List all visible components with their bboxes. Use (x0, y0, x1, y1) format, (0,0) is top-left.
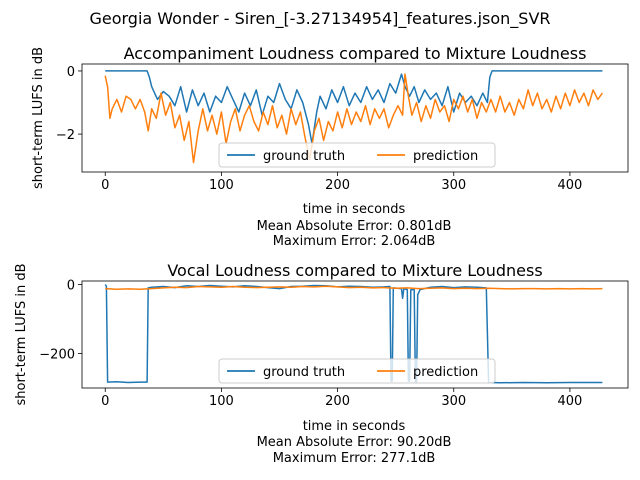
chart-title: Vocal Loudness compared to Mixture Loudn… (167, 261, 542, 280)
legend-label-ground-truth: ground truth (263, 149, 345, 164)
x-axis-label: time in seconds (303, 419, 406, 434)
series-line-ground-truth (105, 70, 603, 145)
maximum-error: Maximum Error: 2.064dB (273, 234, 436, 249)
y-tick-label: −2 (56, 128, 75, 143)
series-line-prediction (105, 285, 603, 291)
legend: ground truth prediction (218, 358, 496, 384)
legend-box (218, 142, 496, 168)
plot-frame (81, 63, 629, 173)
x-tick-label: 300 (441, 178, 466, 193)
x-tick-label: 200 (325, 394, 350, 409)
maximum-error: Maximum Error: 277.1dB (273, 451, 436, 466)
x-tick-label: 100 (209, 178, 234, 193)
mean-absolute-error: Mean Absolute Error: 0.801dB (257, 219, 452, 234)
series-line-prediction (104, 73, 604, 164)
legend-label-prediction: prediction (413, 365, 478, 380)
chart-title: Accompaniment Loudness compared to Mixtu… (124, 44, 587, 63)
x-tick-label: 0 (101, 394, 109, 409)
x-axis-label: time in seconds (303, 202, 406, 217)
legend-label-ground-truth: ground truth (263, 365, 345, 380)
y-tick-label: −200 (39, 347, 75, 362)
x-tick-label: 0 (101, 178, 109, 193)
x-tick-label: 400 (558, 178, 583, 193)
x-tick-label: 300 (441, 394, 466, 409)
accompaniment-chart: Accompaniment Loudness compared to Mixtu… (31, 44, 629, 249)
figure-suptitle: Georgia Wonder - Siren_[-3.27134954]_fea… (89, 9, 550, 29)
mean-absolute-error: Mean Absolute Error: 90.20dB (257, 435, 452, 450)
legend-label-prediction: prediction (413, 149, 478, 164)
y-tick-label: 0 (67, 65, 75, 80)
y-axis-label: short-term LUFS in dB (14, 263, 29, 405)
legend-box (218, 358, 496, 384)
x-tick-label: 200 (325, 178, 350, 193)
y-tick-label: 0 (67, 278, 75, 293)
y-axis-label: short-term LUFS in dB (31, 47, 46, 189)
legend: ground truth prediction (218, 142, 496, 168)
x-tick-label: 400 (558, 394, 583, 409)
x-tick-label: 100 (209, 394, 234, 409)
vocal-chart: Vocal Loudness compared to Mixture Loudn… (14, 261, 629, 466)
plot-frame (81, 280, 629, 389)
